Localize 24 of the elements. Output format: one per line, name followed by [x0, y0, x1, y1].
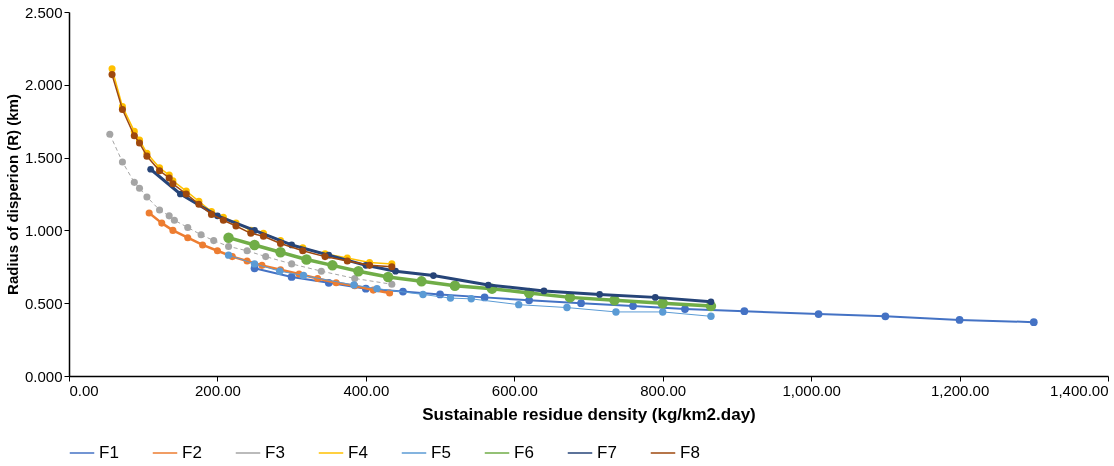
legend-label: F5 [431, 443, 451, 462]
x-tick-label: 200.00 [194, 381, 241, 399]
x-tick-label: 400.00 [343, 381, 390, 399]
legend-label: F3 [265, 443, 285, 462]
legend-label: F1 [99, 443, 119, 462]
x-axis-title: Sustainable residue density (kg/km2.day) [422, 404, 756, 424]
x-tick-label: 600.00 [491, 381, 538, 399]
legend-label: F8 [680, 443, 700, 462]
legend-label: F2 [182, 443, 202, 462]
x-tick-label: 0.00 [69, 381, 99, 399]
x-tick-label: 800.00 [640, 381, 687, 399]
y-tick-label: 0.000 [24, 367, 63, 385]
x-tick-label: 1,400.00 [1050, 381, 1109, 399]
y-axis-title: Radius of disperion (R) (km) [3, 94, 21, 295]
y-tick-label: 1.000 [24, 221, 63, 239]
legend-label: F7 [597, 443, 617, 462]
x-tick-label: 1,200.00 [930, 381, 990, 399]
y-tick-label: 2.500 [24, 3, 63, 21]
y-tick-label: 2.000 [24, 76, 63, 94]
x-tick-label: 1,000.00 [782, 381, 841, 399]
legend-label: F4 [348, 443, 368, 462]
y-tick-label: 0.500 [24, 294, 63, 312]
y-tick-label: 1.500 [24, 149, 63, 167]
legend-label: F6 [514, 443, 534, 462]
